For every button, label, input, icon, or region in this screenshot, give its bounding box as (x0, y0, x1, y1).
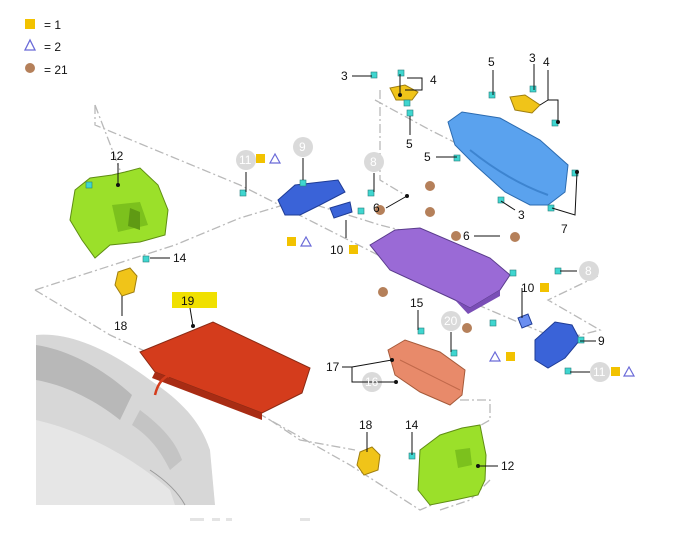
callout-7: 7 (561, 222, 568, 236)
callout-19-highlight (172, 292, 217, 308)
callout-6: 6 (373, 201, 380, 215)
fastener-icon (403, 99, 411, 107)
callout-12: 12 (501, 459, 515, 473)
callout-10: 10 (330, 243, 344, 257)
legend-text-triangle: = 2 (44, 40, 61, 54)
triangle-icon (268, 152, 282, 164)
fastener-icon (450, 349, 458, 357)
fastener-icon (497, 196, 505, 204)
fastener-icon (397, 69, 405, 77)
callout-4: 4 (430, 73, 437, 87)
square-icon (287, 237, 296, 246)
fastener-icon (529, 85, 537, 93)
callout-3: 3 (529, 51, 536, 65)
right-side-panel (417, 424, 487, 506)
callout-5: 5 (488, 55, 495, 69)
callout-6: 6 (463, 229, 470, 243)
left-side-panel (69, 167, 169, 259)
callout-16: 16 (365, 375, 379, 389)
rear-cover (387, 339, 466, 406)
fasteners (85, 69, 585, 460)
square-icon (25, 19, 35, 29)
fastener-icon (509, 269, 517, 277)
clip-icon (375, 205, 385, 215)
callout-14: 14 (173, 251, 187, 265)
fastener-icon (453, 154, 461, 162)
callout-12: 12 (110, 149, 124, 163)
right-upper-trim (447, 111, 569, 206)
fastener-icon (547, 204, 555, 212)
callout-9: 9 (299, 140, 306, 154)
car-silhouette (36, 334, 215, 506)
clip-icon (510, 232, 520, 242)
part-markers (256, 152, 636, 377)
right-mount-bracket (517, 313, 581, 369)
callout-9: 9 (598, 334, 605, 348)
callout-14: 14 (405, 418, 419, 432)
callout-8: 8 (585, 264, 592, 278)
clip-icon (378, 287, 388, 297)
callout-numbers: 3 4 5 5 3 4 5 3 7 12 14 18 19 11 9 8 6 1… (110, 51, 606, 473)
callout-18: 18 (359, 418, 373, 432)
callout-19: 19 (181, 294, 195, 308)
square-icon (506, 352, 515, 361)
callout-11: 11 (239, 153, 252, 167)
triangle-icon (23, 38, 37, 51)
ghost-callouts (236, 137, 610, 392)
clip-icon (425, 181, 435, 191)
callout-20: 20 (444, 314, 458, 328)
legend: = 1 = 2 = 21 (23, 18, 68, 77)
callout-18: 18 (114, 319, 128, 333)
fastener-icon (299, 179, 307, 187)
fastener-icon (239, 189, 247, 197)
callout-15: 15 (410, 296, 424, 310)
legend-text-square: = 1 (44, 18, 61, 32)
fastener-icon (85, 181, 93, 189)
fastener-icon (367, 189, 375, 197)
fastener-icon (142, 255, 150, 263)
callout-3: 3 (518, 208, 525, 222)
callout-11: 11 (593, 365, 606, 379)
left-mount-bracket (277, 179, 353, 219)
callout-4: 4 (543, 55, 550, 69)
fastener-icon (577, 336, 585, 344)
fastener-icon (488, 91, 496, 99)
square-icon (349, 245, 358, 254)
fastener-icon (564, 367, 572, 375)
circle-icon (25, 63, 35, 73)
square-icon (256, 154, 265, 163)
callout-5: 5 (406, 137, 413, 151)
triangle-icon (488, 350, 502, 362)
fastener-icon (406, 109, 414, 117)
square-icon (611, 367, 620, 376)
clip-icon (451, 231, 461, 241)
clip-icon (425, 207, 435, 217)
fastener-icon (417, 327, 425, 335)
footer-marks (190, 518, 310, 521)
clip-icon (462, 323, 472, 333)
right-bracket (356, 446, 381, 476)
callout-5: 5 (424, 150, 431, 164)
arrowhead-icon (168, 368, 176, 378)
fastener-icon (370, 71, 378, 79)
brown-clips (375, 181, 520, 333)
square-icon (540, 283, 549, 292)
fastener-icon (357, 207, 365, 215)
callout-17: 17 (326, 360, 340, 374)
load-floor-panel (139, 292, 311, 420)
left-bracket (114, 267, 138, 297)
fastener-icon (489, 319, 497, 327)
callout-10: 10 (521, 281, 535, 295)
leader-lines (116, 64, 596, 468)
callout-3: 3 (341, 69, 348, 83)
triangle-icon (299, 235, 313, 247)
callout-8: 8 (370, 155, 377, 169)
triangle-icon (622, 365, 636, 377)
legend-text-circle: = 21 (44, 63, 68, 77)
top-brackets (389, 84, 541, 114)
parcel-shelf (369, 227, 511, 314)
